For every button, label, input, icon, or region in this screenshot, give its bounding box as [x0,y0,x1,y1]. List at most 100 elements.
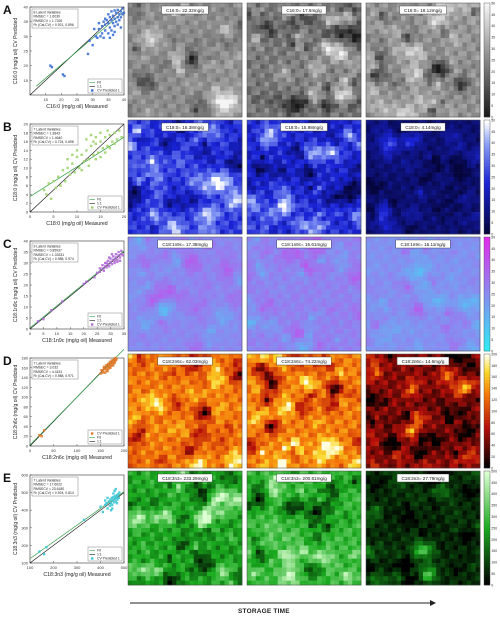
map-pixel [206,198,212,204]
map-pixel [180,120,186,125]
map-pixel [401,33,406,39]
map-pixel [215,108,221,113]
map-pixel [198,203,203,208]
map-pixel [154,203,159,208]
map-pixel [401,51,406,56]
map-pixel [206,203,212,208]
map-pixel [132,315,138,321]
map-pixel [462,16,468,21]
map-pixel [383,20,389,26]
map-pixel [290,108,296,113]
map-pixel [136,289,142,295]
map-pixel [233,172,238,178]
map-pixel [215,133,221,138]
map-pixel [237,285,243,290]
map-pixel [215,172,221,178]
x-tick-label: 10 [75,214,80,219]
map-pixel [163,29,168,34]
map-pixel [453,141,459,147]
map-pixel [352,55,357,61]
map-pixel [141,220,146,226]
map-pixel [370,177,376,182]
map-pixel [392,99,397,105]
map-pixel [277,38,283,43]
data-point [71,162,74,165]
map-pixel [374,124,380,130]
data-point [120,253,123,256]
map-pixel [185,60,190,65]
map-pixel [436,64,441,70]
map-pixel [228,81,234,87]
map-pixel [414,42,419,48]
map-pixel [449,220,454,226]
map-pixel [321,81,327,87]
map-pixel [436,38,441,43]
map-pixel [290,60,296,65]
map-pixel [462,95,468,100]
map-pixel [409,172,415,178]
map-pixel [132,73,138,78]
data-point [111,140,114,143]
map-pixel [224,177,230,182]
map-pixel [282,168,287,173]
map-pixel [193,141,199,147]
map-pixel [128,289,133,295]
map-pixel [347,124,353,130]
map-pixel [154,272,159,277]
map-pixel [290,172,296,178]
map-pixel [370,51,376,56]
map-pixel [475,155,481,160]
map-pixel [215,168,221,173]
map-pixel [128,207,133,213]
map-pixel [462,112,468,118]
map-pixel [444,128,450,134]
map-pixel [440,120,446,125]
map-pixel [211,241,216,247]
map-pixel [141,7,146,13]
map-pixel [167,172,173,178]
map-pixel [180,320,186,325]
map-pixel [392,16,397,21]
map-pixel [366,220,371,226]
map-pixel [198,112,203,118]
map-pixel [128,128,133,134]
map-pixel [423,108,428,113]
map-pixel [308,64,314,70]
map-pixel [189,33,195,39]
map-pixel [387,172,393,178]
map-pixel [251,7,257,13]
map-pixel [356,163,362,169]
map-pixel [198,95,203,100]
map-pixel [211,51,216,56]
colorbar-segment [484,165,490,169]
map-pixel [136,120,142,125]
map-pixel [233,163,238,169]
map-pixel [180,181,186,187]
map-pixel [466,11,472,17]
map-pixel [171,46,177,52]
map-pixel [453,225,459,230]
map-pixel [370,155,376,160]
map-pixel [260,198,265,204]
map-pixel [220,298,225,304]
map-pixel [383,86,389,91]
map-pixel [233,51,238,56]
map-pixel [458,212,463,217]
map-pixel [347,90,353,96]
map-pixel [228,150,234,156]
map-pixel [260,33,265,39]
map-pixel [401,207,406,213]
map-pixel [462,90,468,96]
map-pixel [154,20,159,26]
map-pixel [233,181,238,187]
map-pixel [444,155,450,160]
map-pixel [339,60,344,65]
map-pixel [264,42,270,48]
map-pixel [370,38,376,43]
map-pixel [334,212,340,217]
map-pixel [176,198,181,204]
map-pixel [163,64,168,70]
map-pixel [136,3,142,8]
map-pixel [374,103,380,109]
map-pixel [180,294,186,299]
